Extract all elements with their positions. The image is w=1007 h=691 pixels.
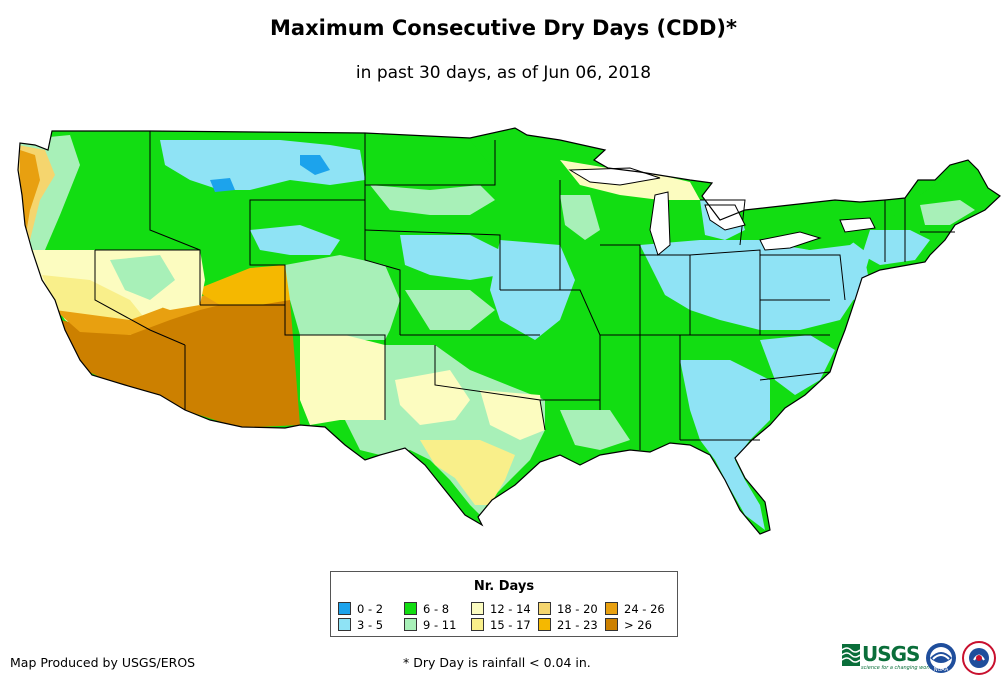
dry-day-footnote: * Dry Day is rainfall < 0.04 in. [403, 655, 591, 670]
region-montana-wet [300, 155, 330, 175]
region-south-texas [420, 440, 515, 505]
region-new-york-south [862, 230, 930, 265]
border-nc-sc [759, 371, 831, 381]
region-nevada-moist [110, 255, 175, 300]
region-east-texas [480, 390, 545, 440]
legend: Nr. Days 0 - 2 3 - 5 6 - 8 9 - 11 12 - 1… [330, 571, 678, 637]
legend-title: Nr. Days [473, 579, 535, 594]
usgs-wave-icon [842, 644, 860, 666]
region-wyoming-moist [250, 225, 340, 255]
legend-item: 6 - 8 [404, 602, 449, 616]
region-ohio-valley [640, 240, 870, 330]
border-il-in [600, 244, 641, 335]
border-oh-wv [689, 249, 761, 335]
legend-item: 15 - 17 [471, 618, 531, 632]
region-montana [160, 140, 365, 190]
legend-swatch [471, 602, 484, 615]
border-az-nm-tx [284, 305, 386, 420]
legend-item: 3 - 5 [338, 618, 383, 632]
state-borders [94, 131, 955, 450]
legend-swatch [471, 618, 484, 631]
region-wisconsin-light [560, 195, 600, 240]
border-ok-tx [434, 345, 546, 431]
region-pennsylvania-east [835, 260, 870, 300]
nws-logo [962, 641, 996, 675]
border-nd-sd [365, 140, 496, 186]
border-pa-md [760, 254, 846, 301]
lake-michigan [649, 191, 671, 256]
legend-item: > 26 [605, 618, 652, 632]
region-maine-coast [920, 200, 975, 225]
legend-swatch [605, 618, 618, 631]
border-michigan [700, 199, 746, 246]
legend-item: 24 - 26 [605, 602, 665, 616]
border-mo-ar [500, 289, 601, 410]
border-id-mt-nv [149, 131, 201, 305]
legend-item: 0 - 2 [338, 602, 383, 616]
legend-swatch [538, 602, 551, 615]
legend-swatch [404, 602, 417, 615]
legend-swatch [538, 618, 551, 631]
border-ca-nv [94, 250, 186, 346]
region-kansas-light [405, 290, 495, 330]
legend-item: 12 - 14 [471, 602, 531, 616]
legend-swatch [605, 602, 618, 615]
usgs-wordmark: USGS [862, 642, 920, 666]
region-new-mexico [300, 335, 385, 425]
noaa-label: NOAA [934, 667, 949, 673]
region-louisiana-light [560, 410, 630, 450]
region-colorado [285, 255, 400, 340]
region-oregon-coast-dry [20, 150, 40, 240]
region-new-england [885, 165, 995, 232]
legend-swatch [338, 618, 351, 631]
producer-credit: Map Produced by USGS/EROS [10, 655, 196, 670]
legend-item: 21 - 23 [538, 618, 598, 632]
map-title: Maximum Consecutive Dry Days (CDD)* [270, 16, 737, 40]
map-subtitle: in past 30 days, as of Jun 06, 2018 [355, 63, 652, 83]
region-georgia-florida [680, 360, 770, 530]
region-southwest-extreme [60, 282, 300, 428]
region-west-texas [395, 370, 470, 425]
border-mt-dakotas-ne [364, 133, 401, 335]
usgs-logo: USGS science for a changing world [842, 642, 933, 672]
usgs-tagline: science for a changing world [861, 665, 933, 671]
region-nebraska [400, 235, 500, 280]
legend-swatch [404, 618, 417, 631]
region-dakotas-light [370, 185, 495, 215]
border-ut-wy-co [200, 199, 365, 306]
lake-erie [759, 231, 822, 251]
legend-item: 18 - 20 [538, 602, 598, 616]
lake-ontario [839, 217, 876, 233]
border-sd-ne [364, 229, 501, 290]
legend-swatch [338, 602, 351, 615]
noaa-logo: NOAA [926, 643, 956, 673]
legend-item: 9 - 11 [404, 618, 456, 632]
region-four-corners [195, 265, 300, 305]
region-carolinas [760, 335, 835, 395]
region-montana-wet-2 [210, 178, 235, 192]
